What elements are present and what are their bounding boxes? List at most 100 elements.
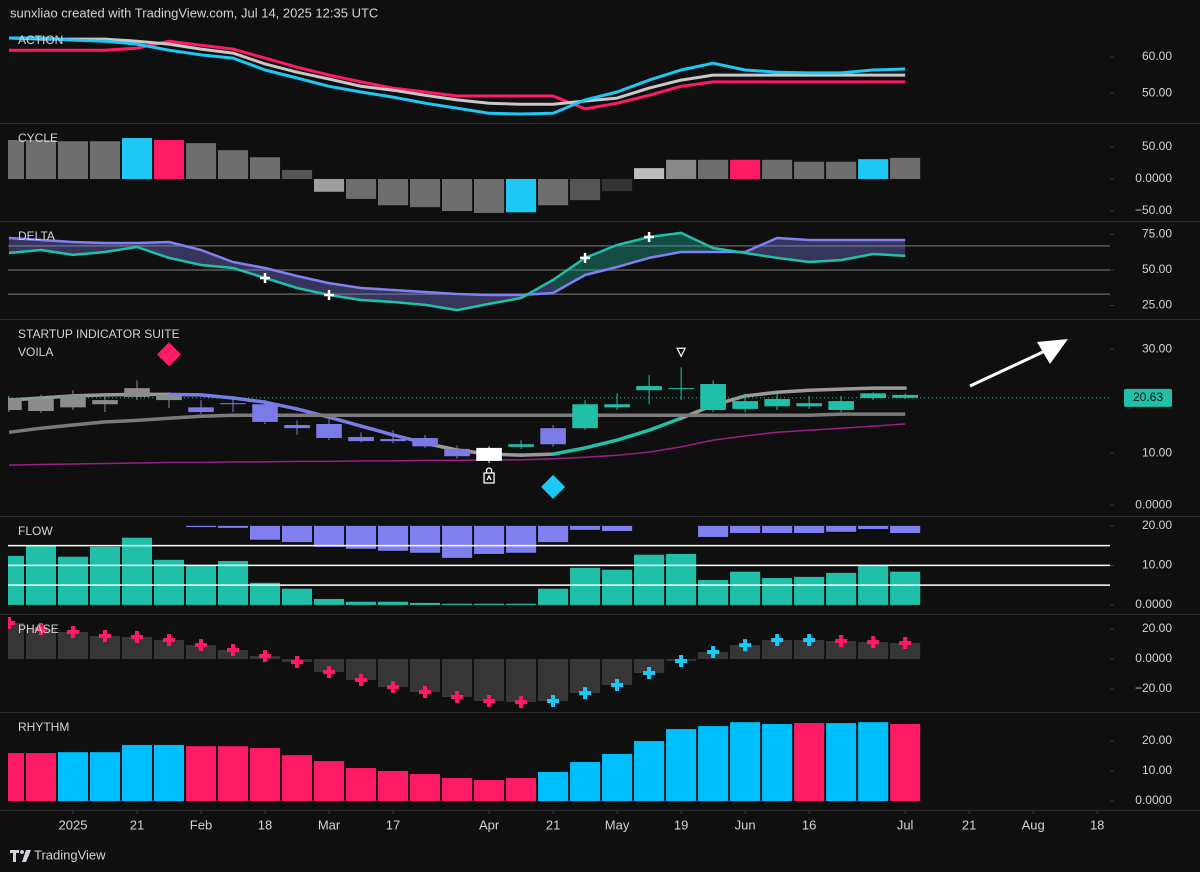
candle-body xyxy=(188,407,214,413)
bar xyxy=(474,780,505,802)
line-segment xyxy=(583,438,619,450)
bar xyxy=(57,556,89,605)
bar xyxy=(666,729,697,802)
candle-body xyxy=(700,383,726,410)
last-price-box xyxy=(1124,388,1172,407)
x-tick-label: Apr xyxy=(479,817,500,832)
line xyxy=(8,231,906,312)
cross-marker xyxy=(227,644,240,657)
cross-marker xyxy=(451,690,464,703)
bar xyxy=(826,641,857,660)
bar xyxy=(313,598,345,605)
band-fill xyxy=(745,238,778,258)
line-segment xyxy=(551,446,587,456)
bar xyxy=(25,546,57,605)
bar xyxy=(345,768,377,802)
band-fill xyxy=(585,245,618,275)
bar xyxy=(281,170,313,180)
y-axis: 50.00 60.00 xyxy=(1110,49,1172,99)
bar xyxy=(8,555,25,605)
bar xyxy=(538,525,569,543)
bar xyxy=(570,179,601,201)
pane xyxy=(8,617,921,709)
bar xyxy=(698,525,729,537)
band-fill xyxy=(457,294,490,311)
bar xyxy=(730,722,761,802)
y-tick-label: 20.00 xyxy=(1142,733,1172,747)
bar xyxy=(345,525,377,549)
x-tick-label: Aug xyxy=(1022,817,1045,832)
cross-marker xyxy=(803,633,816,646)
cross-marker xyxy=(259,650,272,663)
y-tick-label: −20.00 xyxy=(1135,681,1172,695)
cross-marker xyxy=(547,695,560,708)
cross-marker xyxy=(707,645,720,658)
y-axis: −20.00 0.0000 20.00 xyxy=(1110,621,1172,695)
bar xyxy=(698,159,729,180)
candle-body xyxy=(28,399,54,412)
candle-body xyxy=(444,448,470,457)
x-tick-label: 19 xyxy=(674,817,688,832)
separators xyxy=(0,123,1200,811)
bar xyxy=(666,159,697,180)
cross-marker xyxy=(675,654,688,667)
candle-body xyxy=(220,403,246,405)
x-tick-label: Feb xyxy=(190,817,212,832)
bar xyxy=(890,571,921,605)
bar xyxy=(634,741,665,802)
bar xyxy=(442,603,473,605)
cross-marker xyxy=(195,639,208,652)
bar xyxy=(890,642,921,660)
bar xyxy=(121,537,153,605)
bar xyxy=(410,525,441,553)
cross-marker xyxy=(355,674,368,687)
line-segment xyxy=(839,386,875,391)
bar xyxy=(538,659,569,702)
bar xyxy=(57,752,89,802)
bar xyxy=(890,157,921,180)
bar xyxy=(538,588,569,605)
y-tick-label: 0.0000 xyxy=(1135,651,1172,665)
bar xyxy=(730,571,761,605)
bar xyxy=(281,755,313,802)
bar xyxy=(858,642,889,660)
bar xyxy=(313,179,345,192)
candle-body xyxy=(316,423,342,439)
bar xyxy=(826,525,857,532)
bar xyxy=(506,179,537,213)
bar xyxy=(570,525,601,530)
y-tick-label: 30.00 xyxy=(1142,341,1172,355)
bar xyxy=(89,752,121,802)
bar xyxy=(794,723,825,802)
bar xyxy=(826,572,857,605)
bar xyxy=(602,179,633,192)
bar xyxy=(410,602,441,605)
y-tick-label: 0.0000 xyxy=(1135,793,1172,807)
cross-marker xyxy=(66,626,79,639)
bar xyxy=(313,659,345,673)
x-tick-label: 17 xyxy=(386,817,400,832)
pane xyxy=(8,36,906,116)
bar xyxy=(762,159,793,180)
bar xyxy=(858,722,889,802)
band-fill xyxy=(649,232,682,258)
x-tick-label: 18 xyxy=(1090,817,1104,832)
triangle-marker xyxy=(676,347,687,358)
cross-marker xyxy=(611,678,624,691)
bar xyxy=(538,771,569,802)
bar xyxy=(506,525,537,553)
x-tick-label: 18 xyxy=(258,817,272,832)
bar xyxy=(89,546,121,605)
band-fill xyxy=(40,240,73,255)
y-axis: 0.0000 10.00 30.00 20.63 xyxy=(1110,341,1172,511)
bar xyxy=(634,659,665,673)
y-tick-label: 10.00 xyxy=(1142,558,1172,572)
bar xyxy=(762,723,793,802)
diamond-marker xyxy=(156,342,181,367)
x-tick-label: 16 xyxy=(802,817,816,832)
bar xyxy=(410,774,441,802)
bar xyxy=(345,659,377,681)
candle-body xyxy=(604,404,630,408)
cross-marker xyxy=(387,681,400,694)
bar xyxy=(762,639,793,660)
